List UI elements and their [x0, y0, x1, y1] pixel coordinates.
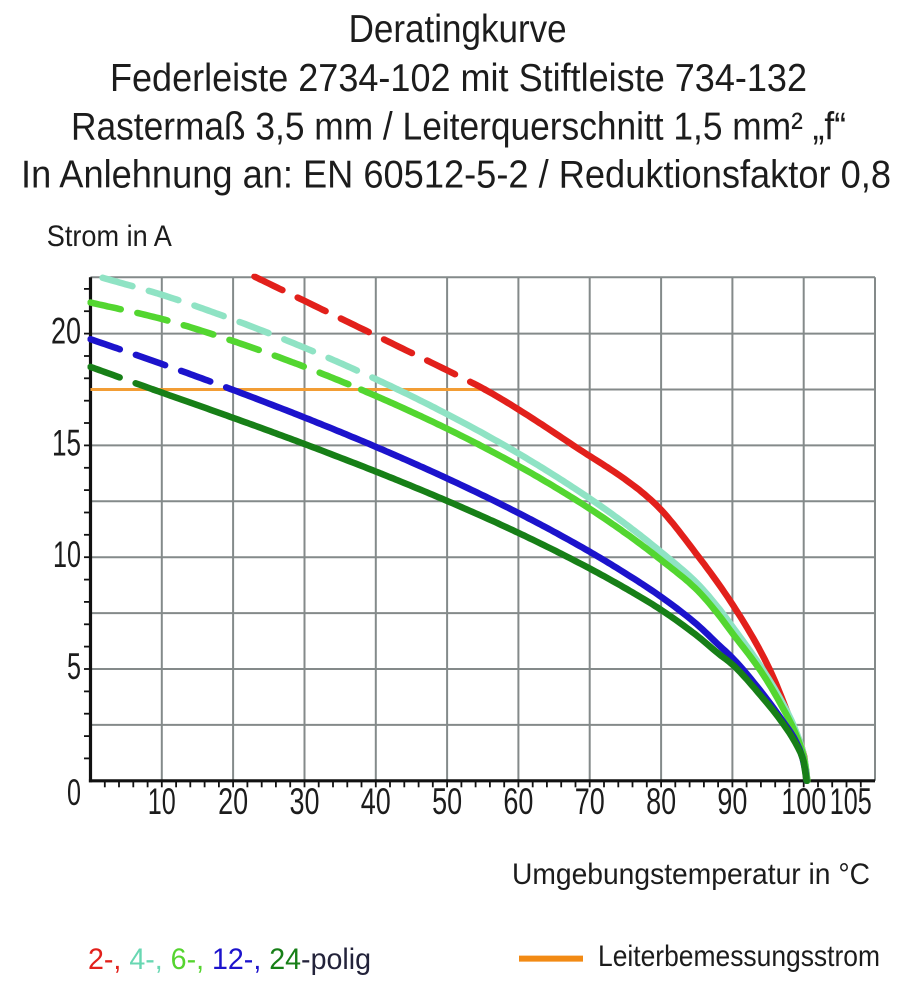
svg-text:15: 15 [52, 422, 81, 463]
svg-text:70: 70 [575, 781, 605, 822]
svg-text:Federleiste 2734-102 mit Stift: Federleiste 2734-102 mit Stiftleiste 734… [110, 57, 807, 100]
svg-text:Deratingkurve: Deratingkurve [349, 8, 567, 51]
svg-text:80: 80 [646, 781, 676, 822]
svg-text:50: 50 [432, 781, 462, 822]
svg-text:Umgebungstemperatur in °C: Umgebungstemperatur in °C [512, 858, 870, 891]
svg-text:2-, 4-, 6-, 12-, 24-polig: 2-, 4-, 6-, 12-, 24-polig [88, 943, 371, 976]
svg-text:In Anlehnung an: EN 60512-5-2: In Anlehnung an: EN 60512-5-2 / Reduktio… [21, 154, 891, 197]
svg-text:90: 90 [717, 781, 747, 822]
svg-text:30: 30 [290, 781, 320, 822]
svg-text:Leiterbemessungsstrom: Leiterbemessungsstrom [598, 940, 880, 973]
svg-text:Strom in A: Strom in A [47, 220, 172, 253]
svg-text:Rastermaß 3,5 mm / Leiterquers: Rastermaß 3,5 mm / Leiterquerschnitt 1,5… [71, 106, 846, 149]
svg-text:20: 20 [51, 311, 81, 352]
svg-text:105: 105 [830, 781, 872, 822]
svg-text:40: 40 [361, 781, 391, 822]
svg-text:5: 5 [67, 646, 81, 687]
svg-text:0: 0 [67, 772, 81, 813]
svg-text:60: 60 [503, 781, 533, 822]
svg-text:10: 10 [148, 781, 176, 822]
svg-text:10: 10 [53, 534, 81, 575]
svg-text:20: 20 [218, 781, 248, 822]
svg-text:100: 100 [781, 781, 826, 822]
